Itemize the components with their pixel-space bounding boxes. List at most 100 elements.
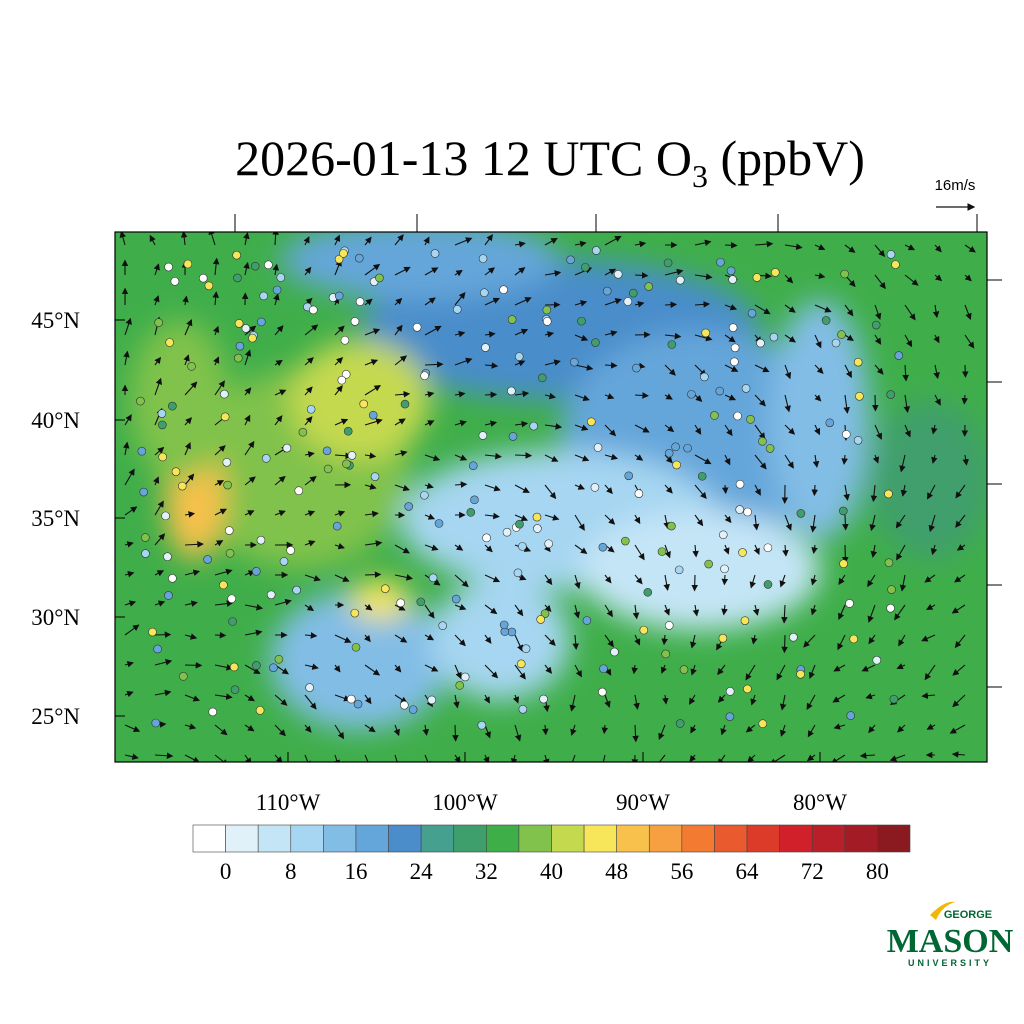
wind-arrow bbox=[750, 694, 757, 706]
wind-arrow bbox=[424, 267, 439, 276]
wind-arrow bbox=[811, 544, 818, 555]
station bbox=[309, 305, 318, 315]
station bbox=[621, 536, 630, 546]
wind-arrow bbox=[899, 454, 906, 473]
wind-arrow bbox=[664, 332, 682, 340]
wind-arrow bbox=[124, 753, 139, 760]
wind-arrow bbox=[961, 394, 969, 405]
wind-arrow bbox=[394, 234, 404, 246]
wind-arrow bbox=[544, 634, 556, 646]
wind-arrow bbox=[867, 574, 876, 588]
colorbar-label: 80 bbox=[866, 859, 889, 884]
wind-arrow bbox=[124, 317, 132, 336]
wind-arrow bbox=[510, 754, 518, 762]
wind-arrow bbox=[214, 664, 234, 671]
lon-label: 110°W bbox=[256, 790, 321, 815]
wind-arrow bbox=[964, 244, 976, 253]
wind-arrow bbox=[154, 752, 174, 760]
wind-arrow bbox=[604, 330, 618, 337]
wind-arrow bbox=[542, 724, 549, 736]
stations bbox=[136, 246, 904, 730]
wind-arrow bbox=[272, 263, 280, 276]
wind-arrow bbox=[604, 298, 622, 306]
wind-arrow bbox=[784, 454, 794, 469]
wind-arrow bbox=[544, 454, 559, 462]
wind-arrow bbox=[274, 359, 283, 367]
station bbox=[730, 357, 739, 367]
wind-arrow bbox=[574, 424, 589, 431]
wind-arrow bbox=[894, 604, 906, 621]
wind-arrow bbox=[514, 390, 530, 398]
station bbox=[305, 683, 314, 692]
title-subscript: 3 bbox=[692, 158, 708, 194]
station bbox=[153, 644, 162, 654]
station bbox=[502, 527, 512, 537]
wind-arrow bbox=[954, 574, 966, 583]
wind-arrow bbox=[779, 724, 787, 737]
station bbox=[613, 269, 623, 279]
wind-arrow bbox=[424, 391, 435, 398]
station bbox=[434, 519, 444, 528]
station bbox=[886, 390, 895, 399]
wind-arrow bbox=[423, 236, 430, 246]
station bbox=[375, 273, 384, 283]
wind-arrow bbox=[951, 751, 966, 758]
wind-arrow bbox=[184, 754, 200, 762]
station bbox=[735, 505, 745, 514]
wind-arrow bbox=[394, 390, 411, 398]
wind-arrow bbox=[484, 234, 493, 246]
station bbox=[663, 258, 673, 268]
wind-arrow bbox=[424, 544, 439, 551]
wind-arrow bbox=[303, 236, 310, 246]
wind-arrow bbox=[184, 541, 204, 548]
logo-main: MASON bbox=[887, 923, 1014, 960]
station bbox=[170, 277, 180, 286]
station bbox=[400, 399, 410, 409]
wind-arrow bbox=[904, 304, 916, 321]
wind-arrow bbox=[694, 301, 711, 308]
station bbox=[355, 297, 365, 306]
wind-arrow bbox=[867, 604, 876, 623]
wind-arrow bbox=[394, 634, 408, 643]
wind-arrow bbox=[634, 272, 649, 279]
wind-arrow bbox=[394, 574, 414, 581]
wind-arrow bbox=[304, 324, 319, 336]
wind-arrow bbox=[899, 574, 907, 592]
station bbox=[825, 418, 835, 428]
station bbox=[408, 705, 418, 714]
wind-arrow bbox=[841, 454, 848, 465]
station bbox=[499, 285, 508, 295]
station bbox=[674, 565, 684, 575]
station bbox=[404, 502, 413, 511]
wind-arrow bbox=[604, 634, 614, 648]
station bbox=[168, 574, 177, 583]
station bbox=[733, 411, 742, 421]
station bbox=[230, 685, 240, 695]
wind-arrow bbox=[574, 454, 590, 462]
station bbox=[222, 458, 232, 467]
wind-arrow bbox=[514, 267, 526, 276]
wind-arrow bbox=[830, 754, 846, 762]
wind-arrow bbox=[833, 723, 846, 730]
station bbox=[664, 448, 674, 458]
wind-arrow bbox=[752, 604, 760, 616]
wind-arrow bbox=[861, 664, 876, 672]
station bbox=[438, 621, 448, 631]
station bbox=[252, 661, 261, 670]
wind-arrow bbox=[865, 692, 876, 700]
wind-arrow bbox=[333, 754, 340, 762]
wind-arrow bbox=[364, 298, 373, 306]
wind-arrow bbox=[304, 540, 316, 547]
station bbox=[341, 370, 351, 379]
wind-arrow bbox=[694, 273, 713, 280]
station bbox=[842, 430, 851, 439]
wind-arrow bbox=[364, 483, 377, 490]
wind-arrow bbox=[634, 634, 641, 646]
wind-arrow bbox=[153, 295, 160, 306]
wind-arrow bbox=[153, 476, 160, 486]
station bbox=[306, 404, 316, 414]
wind-arrow bbox=[514, 297, 532, 306]
wind-arrow bbox=[776, 664, 786, 681]
station bbox=[718, 633, 728, 643]
wind-arrow bbox=[214, 600, 234, 607]
